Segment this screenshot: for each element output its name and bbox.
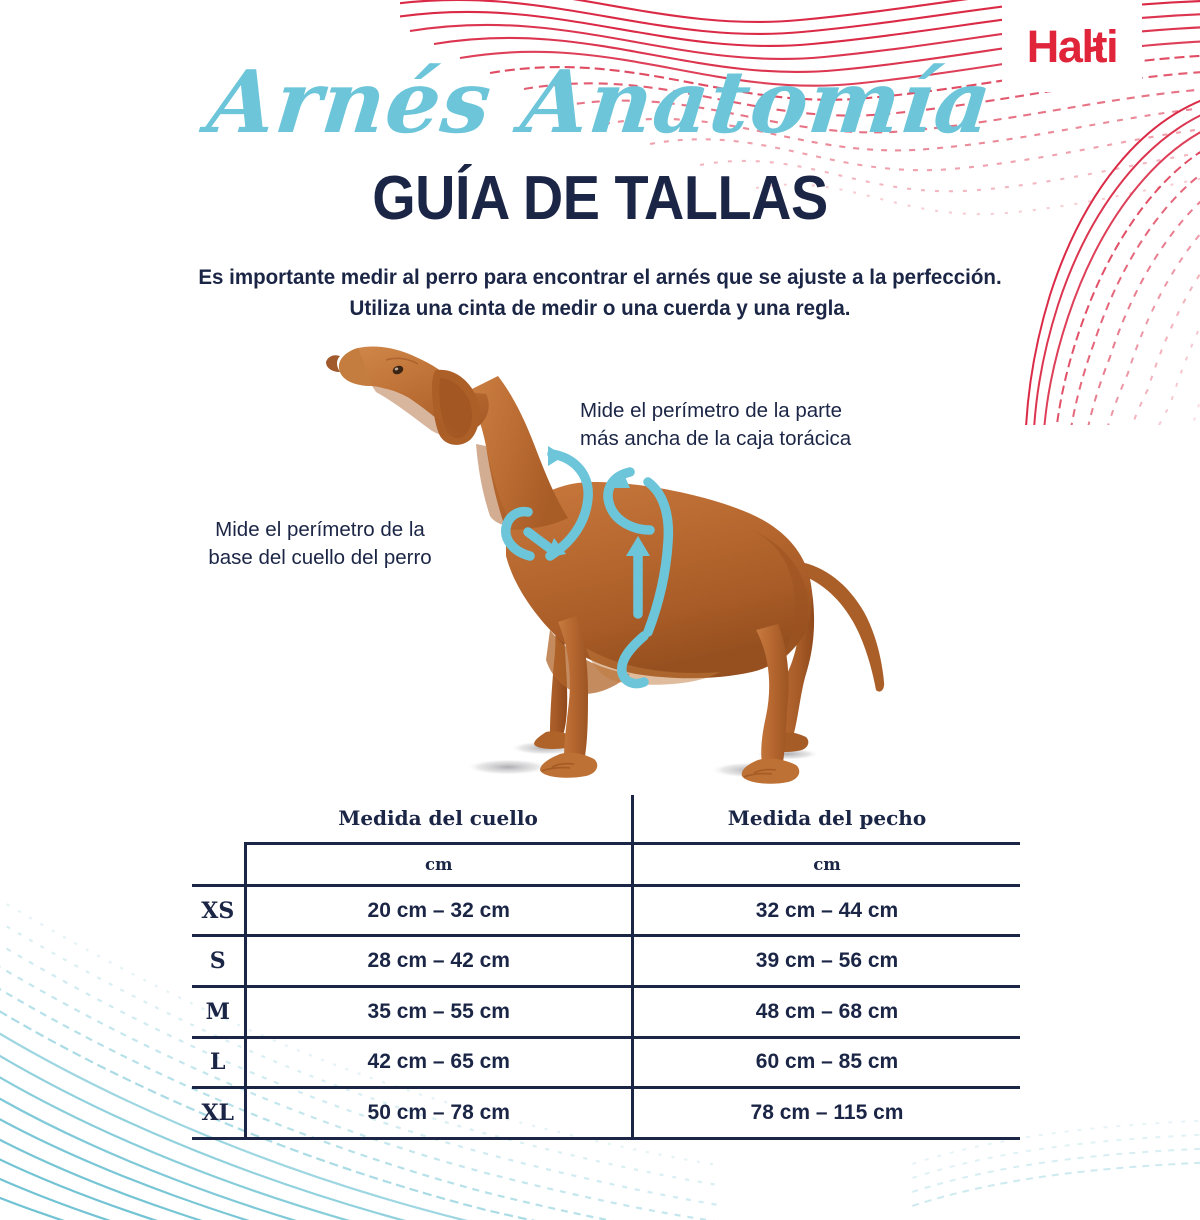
column-header-neck: Medida del cuello xyxy=(245,795,634,844)
neck-value: 42 cm – 65 cm xyxy=(243,1037,634,1090)
chest-arrow-bottom xyxy=(617,631,649,689)
size-label: M xyxy=(192,986,245,1039)
annotation-neck: Mide el perímetro de la base del cuello … xyxy=(195,516,445,573)
dog-illustration xyxy=(326,346,885,784)
neck-value: 50 cm – 78 cm xyxy=(243,1087,634,1140)
size-label: XS xyxy=(192,883,245,938)
chest-value: 39 cm – 56 cm xyxy=(632,935,1020,989)
subtitle-line-1: Es importante medir al perro para encont… xyxy=(198,265,1002,289)
table-row: M 35 cm – 55 cm 48 cm – 68 cm xyxy=(192,986,1020,1039)
neck-arrow-lower xyxy=(501,506,535,561)
annotation-chest-line-1: Mide el perímetro de la parte xyxy=(580,399,843,422)
size-label: XL xyxy=(192,1087,245,1140)
neck-value: 35 cm – 55 cm xyxy=(243,986,634,1039)
size-label: S xyxy=(192,935,245,989)
table-row: L 42 cm – 65 cm 60 cm – 85 cm xyxy=(192,1037,1020,1090)
chest-arrowhead xyxy=(626,536,650,556)
halti-wordmark-text: Halti xyxy=(1026,20,1119,72)
halti-logo[interactable]: Halti xyxy=(1002,0,1142,92)
subtitle-line-2: Utiliza una cinta de medir o una cuerda … xyxy=(349,295,851,320)
logo-label: Halti xyxy=(1026,20,1119,72)
table-row: XL 50 cm – 78 cm 78 cm – 115 cm xyxy=(192,1087,1020,1140)
table-unit-corner-cell xyxy=(192,843,245,885)
measurement-arrows xyxy=(501,449,674,689)
chest-value: 78 cm – 115 cm xyxy=(632,1087,1020,1140)
neck-value: 28 cm – 42 cm xyxy=(243,935,634,989)
unit-header-neck: cm xyxy=(243,841,634,887)
neck-top-arrowhead xyxy=(548,446,564,466)
dog-neck xyxy=(466,376,568,530)
page-title: GUÍA DE TALLAS xyxy=(372,164,828,233)
neck-arrow-upper xyxy=(545,449,593,561)
column-header-chest: Medida del pecho xyxy=(727,806,927,831)
table-corner-cell xyxy=(192,795,245,843)
chest-top-arrowhead xyxy=(610,470,630,488)
page-subtitle: Es importante medir al perro para encont… xyxy=(27,262,1173,323)
table-unit-row: cm cm xyxy=(192,841,1020,887)
annotation-neck-line-1: Mide el perímetro de la xyxy=(215,518,425,541)
chest-value: 48 cm – 68 cm xyxy=(632,986,1020,1039)
neck-value: 20 cm – 32 cm xyxy=(243,885,634,938)
table-row: XS 20 cm – 32 cm 32 cm – 44 cm xyxy=(192,883,1020,938)
chest-arrow-right xyxy=(643,477,674,637)
table-row: S 28 cm – 42 cm 39 cm – 56 cm xyxy=(192,935,1020,989)
chest-value: 60 cm – 85 cm xyxy=(632,1037,1020,1090)
unit-header-chest: cm xyxy=(632,841,1020,887)
measurement-arrowheads xyxy=(546,446,650,558)
chest-value: 32 cm – 44 cm xyxy=(632,885,1020,938)
size-label: L xyxy=(192,1037,245,1090)
annotation-chest-line-2: más ancha de la caja torácica xyxy=(580,427,852,451)
dog-front-legs xyxy=(540,616,800,784)
table-group-header-row: Medida del cuello Medida del pecho xyxy=(192,795,1020,844)
annotation-chest: Mide el perímetro de la parte más ancha … xyxy=(580,397,900,454)
annotation-neck-line-2: base del cuello del perro xyxy=(208,546,432,570)
size-chart-table: Medida del cuello Medida del pecho cm cm… xyxy=(192,795,1020,1140)
size-chart: Medida del cuello Medida del pecho cm cm… xyxy=(192,795,1020,1140)
neck-arrowhead xyxy=(546,538,566,558)
dog-head xyxy=(326,346,489,445)
